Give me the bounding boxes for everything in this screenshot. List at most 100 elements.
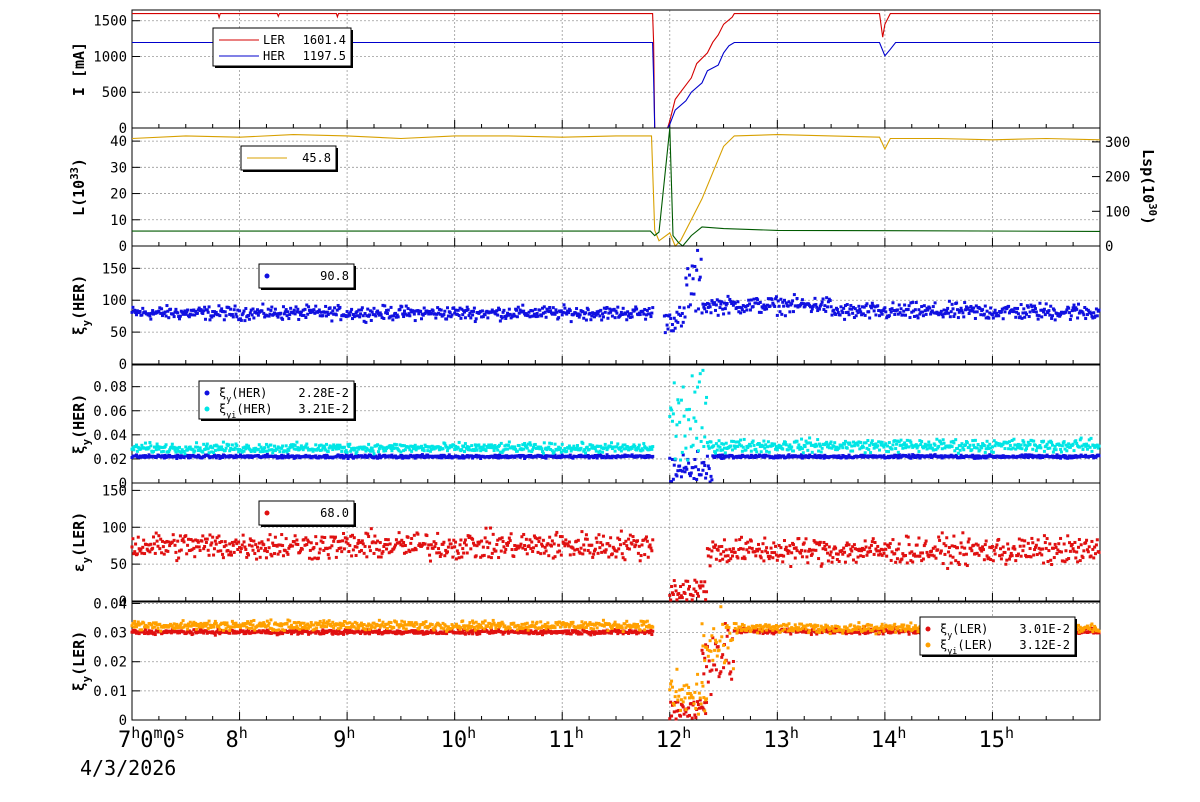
- data-point: [247, 314, 250, 317]
- data-point: [475, 317, 478, 320]
- data-point: [859, 310, 862, 313]
- data-point: [1051, 444, 1054, 447]
- data-point: [627, 538, 630, 541]
- data-point: [328, 557, 331, 560]
- data-point: [960, 541, 963, 544]
- data-point: [857, 305, 860, 308]
- data-point: [564, 538, 567, 541]
- data-point: [373, 307, 376, 310]
- data-point: [389, 542, 392, 545]
- data-point: [824, 310, 827, 313]
- data-point: [357, 309, 360, 312]
- data-point: [1017, 312, 1020, 315]
- data-point: [1073, 541, 1076, 544]
- data-point: [668, 415, 671, 418]
- data-point: [532, 446, 535, 449]
- data-point: [689, 427, 692, 430]
- data-point: [488, 542, 491, 545]
- data-point: [342, 633, 345, 636]
- data-point: [323, 311, 326, 314]
- data-point: [962, 553, 965, 556]
- data-point: [647, 556, 650, 559]
- data-point: [687, 462, 690, 465]
- data-point: [774, 545, 777, 548]
- data-point: [1023, 539, 1026, 542]
- data-point: [718, 300, 721, 303]
- data-point: [1019, 545, 1022, 548]
- data-point: [741, 450, 744, 453]
- data-point: [462, 445, 465, 448]
- data-point: [131, 545, 134, 548]
- data-point: [256, 308, 259, 311]
- data-point: [173, 539, 176, 542]
- data-point: [708, 447, 711, 450]
- data-point: [842, 547, 845, 550]
- data-point: [817, 557, 820, 560]
- y-tick-label: 50: [110, 557, 127, 573]
- data-point: [720, 300, 723, 303]
- data-point: [1071, 543, 1074, 546]
- data-point: [145, 543, 148, 546]
- data-point: [606, 306, 609, 309]
- data-point: [143, 552, 146, 555]
- data-point: [828, 446, 831, 449]
- data-point: [144, 442, 147, 445]
- data-point: [700, 440, 703, 443]
- data-point: [850, 445, 853, 448]
- data-point: [641, 449, 644, 452]
- data-point: [540, 447, 543, 450]
- data-point: [272, 544, 275, 547]
- data-point: [616, 442, 619, 445]
- data-point: [935, 438, 938, 441]
- data-point: [780, 313, 783, 316]
- data-point: [162, 450, 165, 453]
- data-point: [941, 447, 944, 450]
- data-point: [451, 556, 454, 559]
- data-point: [502, 309, 505, 312]
- data-point: [267, 538, 270, 541]
- data-point: [211, 536, 214, 539]
- data-point: [1007, 548, 1010, 551]
- data-point: [1081, 448, 1084, 451]
- data-point: [1043, 534, 1046, 537]
- data-point: [554, 534, 557, 537]
- data-point: [201, 312, 204, 315]
- data-point: [287, 449, 290, 452]
- data-point: [433, 545, 436, 548]
- data-point: [141, 546, 144, 549]
- data-point: [202, 443, 205, 446]
- data-point: [141, 307, 144, 310]
- data-point: [363, 552, 366, 555]
- data-point: [917, 536, 920, 539]
- data-point: [459, 317, 462, 320]
- data-point: [958, 563, 961, 566]
- data-point: [274, 308, 277, 311]
- data-point: [414, 319, 417, 322]
- data-point: [806, 449, 809, 452]
- data-point: [367, 535, 370, 538]
- data-point: [167, 316, 170, 319]
- data-point: [628, 548, 631, 551]
- data-point: [805, 555, 808, 558]
- data-point: [315, 542, 318, 545]
- data-point: [196, 446, 199, 449]
- data-point: [707, 554, 710, 557]
- data-point: [714, 452, 717, 455]
- data-point: [681, 312, 684, 315]
- data-point: [902, 310, 905, 313]
- data-point: [619, 543, 622, 546]
- y-tick-label: 500: [102, 85, 127, 101]
- data-point: [518, 444, 521, 447]
- data-point: [1021, 447, 1024, 450]
- data-point: [985, 447, 988, 450]
- data-point: [982, 548, 985, 551]
- y-tick-label: 100: [102, 293, 127, 309]
- data-point: [1046, 537, 1049, 540]
- data-point: [1043, 308, 1046, 311]
- data-point: [1040, 553, 1043, 556]
- data-point: [364, 545, 367, 548]
- data-point: [1025, 313, 1028, 316]
- data-point: [508, 308, 511, 311]
- data-point: [834, 313, 837, 316]
- data-point: [163, 553, 166, 556]
